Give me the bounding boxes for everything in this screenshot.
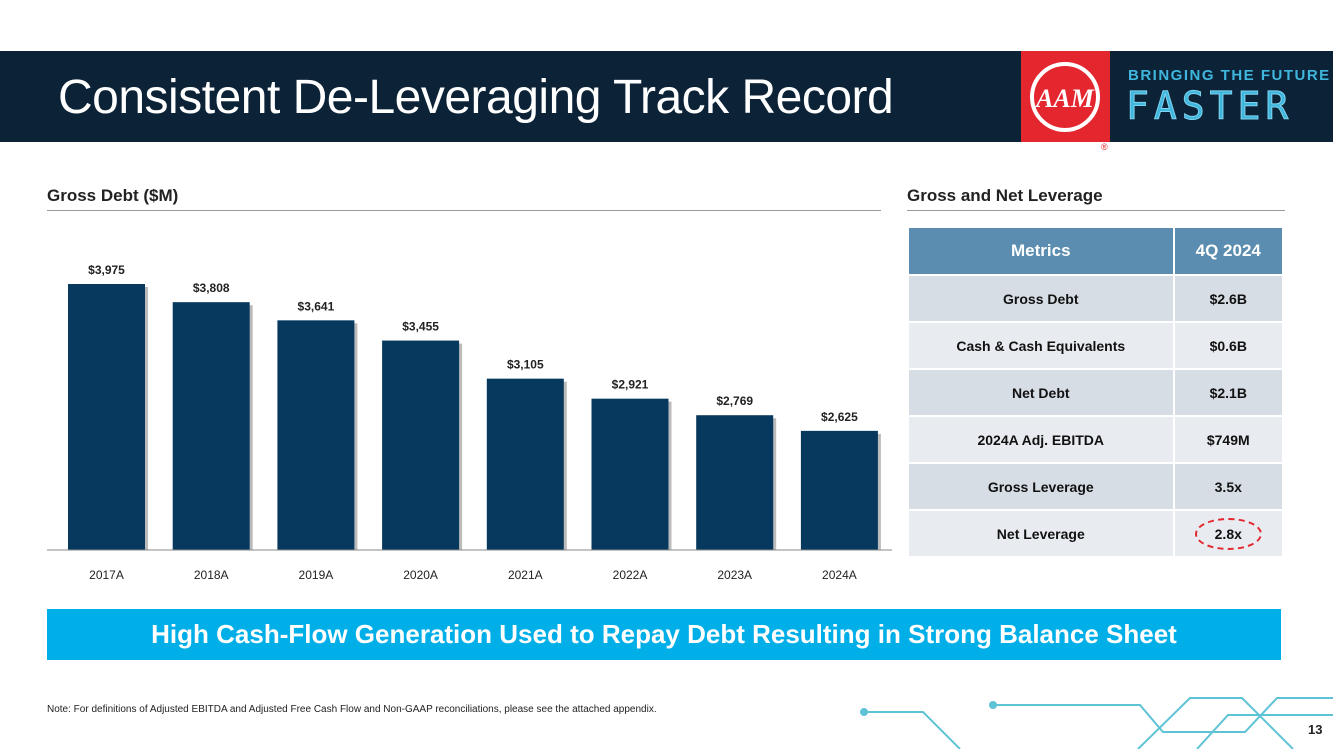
header-bar	[0, 51, 1333, 142]
data-label: $3,808	[193, 281, 230, 295]
x-tick-label: 2019A	[299, 568, 334, 582]
table-title: Gross and Net Leverage	[907, 186, 1103, 205]
data-label: $2,625	[821, 410, 858, 424]
metric-value: 3.5x	[1172, 462, 1285, 511]
metric-name: Gross Leverage	[907, 462, 1175, 511]
metric-value: $749M	[1172, 415, 1285, 464]
metric-name: Net Debt	[907, 368, 1175, 417]
header-period: 4Q 2024	[1172, 226, 1285, 276]
gross-debt-chart: $3,975 2017A $3,808 2018A $3,641 2019A $3,455 2…	[47, 263, 892, 582]
metric-name: Gross Debt	[907, 274, 1175, 323]
metric-value: $2.1B	[1172, 368, 1285, 417]
data-label: $2,769	[716, 394, 753, 408]
divider	[47, 210, 881, 211]
key-message-banner: High Cash-Flow Generation Used to Repay …	[47, 609, 1281, 660]
data-label: $2,921	[612, 378, 649, 392]
bar-2019A	[277, 320, 355, 550]
leverage-table: Metrics 4Q 2024 Gross Debt $2.6B Cash & Ca…	[907, 226, 1285, 558]
table-row: Net Leverage 2.8x	[907, 509, 1285, 558]
metric-name: Cash & Cash Equivalents	[907, 321, 1175, 370]
x-tick-label: 2017A	[89, 568, 124, 582]
metric-value: $2.6B	[1172, 274, 1285, 323]
x-tick-label: 2024A	[822, 568, 857, 582]
divider	[907, 210, 1285, 211]
table-row: Net Debt $2.1B	[907, 368, 1285, 417]
data-label: $3,455	[402, 320, 439, 334]
bar-2022A	[591, 398, 669, 550]
bar-2024A	[800, 430, 878, 550]
x-tick-label: 2018A	[194, 568, 229, 582]
bar-2020A	[382, 340, 460, 550]
registered-mark: ®	[1101, 142, 1108, 152]
bar-2018A	[172, 302, 250, 550]
bar-2017A	[68, 284, 145, 550]
data-label: $3,641	[298, 299, 335, 313]
page-title: Consistent De-Leveraging Track Record	[58, 71, 894, 124]
metric-name: Net Leverage	[907, 509, 1175, 558]
table-row: Gross Debt $2.6B	[907, 274, 1285, 323]
table-row: Cash & Cash Equivalents $0.6B	[907, 321, 1285, 370]
x-tick-label: 2022A	[613, 568, 648, 582]
data-label: $3,105	[507, 358, 544, 372]
bar-2021A	[486, 378, 564, 550]
x-tick-label: 2023A	[717, 568, 752, 582]
highlight-circle: 2.8x	[1194, 517, 1262, 550]
tagline-bottom: FASTER	[1125, 84, 1294, 129]
data-label: $3,975	[88, 263, 125, 277]
footnote: Note: For definitions of Adjusted EBITDA…	[47, 704, 657, 715]
header-metrics: Metrics	[907, 226, 1175, 276]
bar-2023A	[696, 415, 774, 550]
logo-text: AAM	[1034, 84, 1095, 113]
table-row: 2024A Adj. EBITDA $749M	[907, 415, 1285, 464]
tagline-top: BRINGING THE FUTURE	[1128, 67, 1331, 84]
metric-name: 2024A Adj. EBITDA	[907, 415, 1175, 464]
circuit-decoration	[860, 697, 1333, 749]
chart-title: Gross Debt ($M)	[47, 186, 179, 205]
x-tick-label: 2021A	[508, 568, 543, 582]
aam-logo: AAM	[1021, 51, 1110, 142]
page-number: 13	[1308, 722, 1323, 737]
table-row: Gross Leverage 3.5x	[907, 462, 1285, 511]
metric-value: $0.6B	[1172, 321, 1285, 370]
x-tick-label: 2020A	[403, 568, 438, 582]
